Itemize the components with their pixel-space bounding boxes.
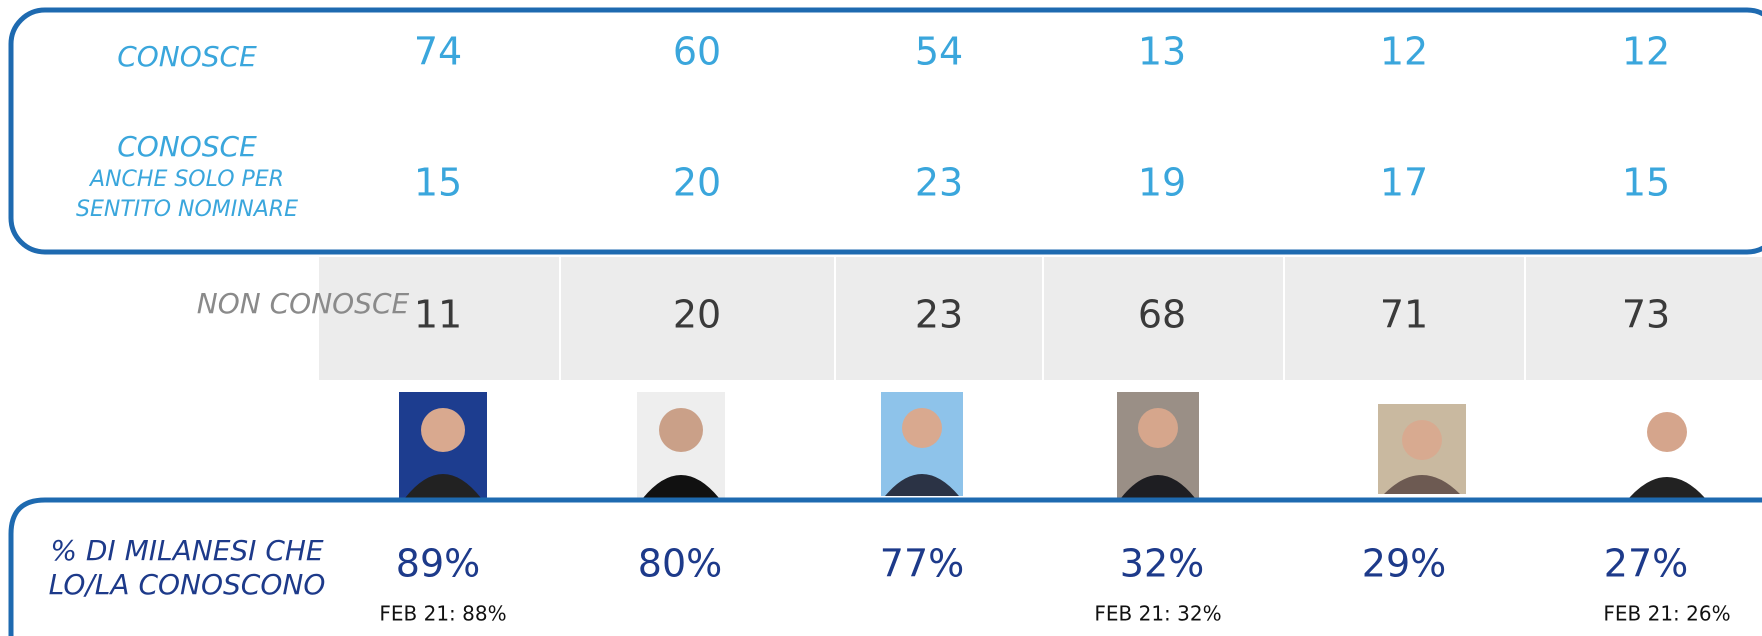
row-label: SENTITO NOMINARE [76,197,298,222]
cell-value: 54 [915,30,963,74]
photo [1378,404,1466,494]
previous-value: FEB 21: 26% [1603,602,1730,626]
cell-value: 23 [915,293,963,337]
cell-value: 20 [673,161,721,205]
previous-value: FEB 21: 32% [1094,602,1221,626]
photo [881,392,963,496]
page: CONOSCE 74 60 54 13 12 12 CONOSCE ANCHE SOLO PER… [0,0,1762,636]
photo [1117,392,1199,498]
cell-value: 11 [414,293,462,337]
awareness-value: 27% [1604,542,1688,586]
cell-value: 60 [673,30,721,74]
awareness-value: 77% [880,542,964,586]
awareness-value: 80% [638,542,722,586]
cell-value: 12 [1622,30,1670,74]
photo [637,392,725,498]
photos [399,392,1711,498]
photo [1623,402,1711,498]
previous-value: FEB 21: 88% [379,602,506,626]
row-label: NON CONOSCE [197,287,410,320]
cell-value: 15 [1622,161,1670,205]
cell-value: 13 [1138,30,1186,74]
cell-value: 73 [1622,293,1670,337]
awareness-label: % DI MILANESI CHE [50,534,324,567]
cell-value: 71 [1380,293,1428,337]
row-label: ANCHE SOLO PER [88,167,284,192]
cell-value: 68 [1138,293,1186,337]
cell-value: 19 [1138,161,1186,205]
photo [399,392,487,498]
awareness-value: 32% [1120,542,1204,586]
awareness-label: LO/LA CONOSCONO [49,568,326,601]
row-label: CONOSCE [117,130,257,163]
cell-value: 12 [1380,30,1428,74]
cell-value: 17 [1380,161,1428,205]
cell-value: 74 [414,30,462,74]
awareness-value: 89% [396,542,480,586]
unknown-cells [319,257,1762,380]
cell-value: 23 [915,161,963,205]
cell-value: 20 [673,293,721,337]
cell-value: 15 [414,161,462,205]
row-label: CONOSCE [117,40,257,73]
awareness-value: 29% [1362,542,1446,586]
